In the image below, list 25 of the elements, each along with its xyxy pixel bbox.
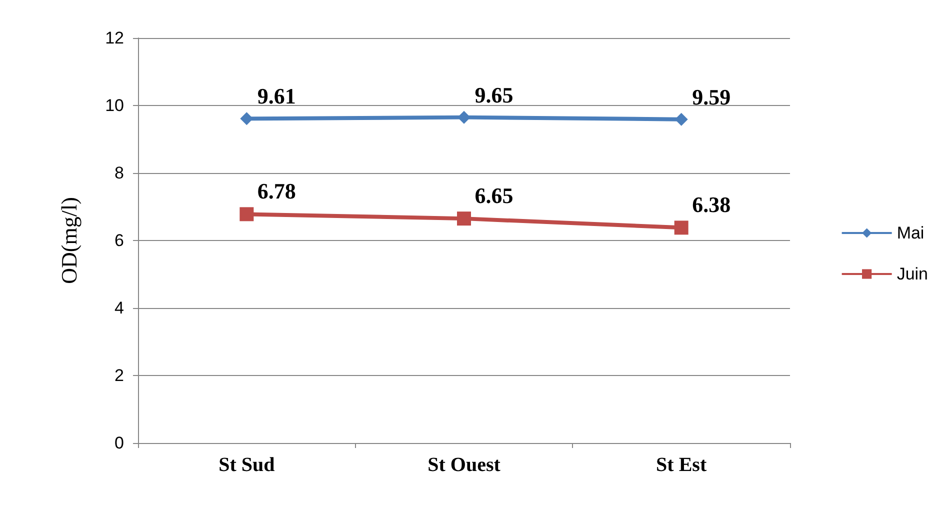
data-label: 6.38: [692, 192, 731, 218]
data-label: 9.61: [257, 84, 296, 109]
data-label: 6.65: [474, 183, 514, 208]
point: [240, 112, 254, 126]
data-label: 6.78: [257, 178, 296, 204]
y-tick-label: 0: [114, 434, 124, 452]
y-tick-label: 2: [114, 366, 124, 385]
y-axis-title: OD(mg/l): [56, 197, 82, 284]
x-tick-label: St Ouest: [428, 454, 501, 476]
y-tick-label: 6: [114, 231, 124, 250]
legend-label: Juin: [896, 264, 928, 284]
y-tick-label: 10: [105, 96, 124, 115]
point: [674, 220, 688, 235]
x-tick-label: St Sud: [218, 454, 275, 476]
y-tick-label: 8: [114, 164, 124, 182]
data-label: 9.59: [692, 84, 731, 110]
point: [240, 207, 254, 222]
y-tick-label: 4: [114, 298, 124, 318]
point: [458, 110, 470, 124]
legend-label: Mai: [896, 224, 924, 242]
point: [457, 212, 471, 226]
point: [674, 112, 688, 126]
y-tick-label: 12: [105, 28, 124, 48]
data-label: 9.65: [474, 82, 514, 108]
x-tick-label: St Est: [656, 454, 707, 476]
